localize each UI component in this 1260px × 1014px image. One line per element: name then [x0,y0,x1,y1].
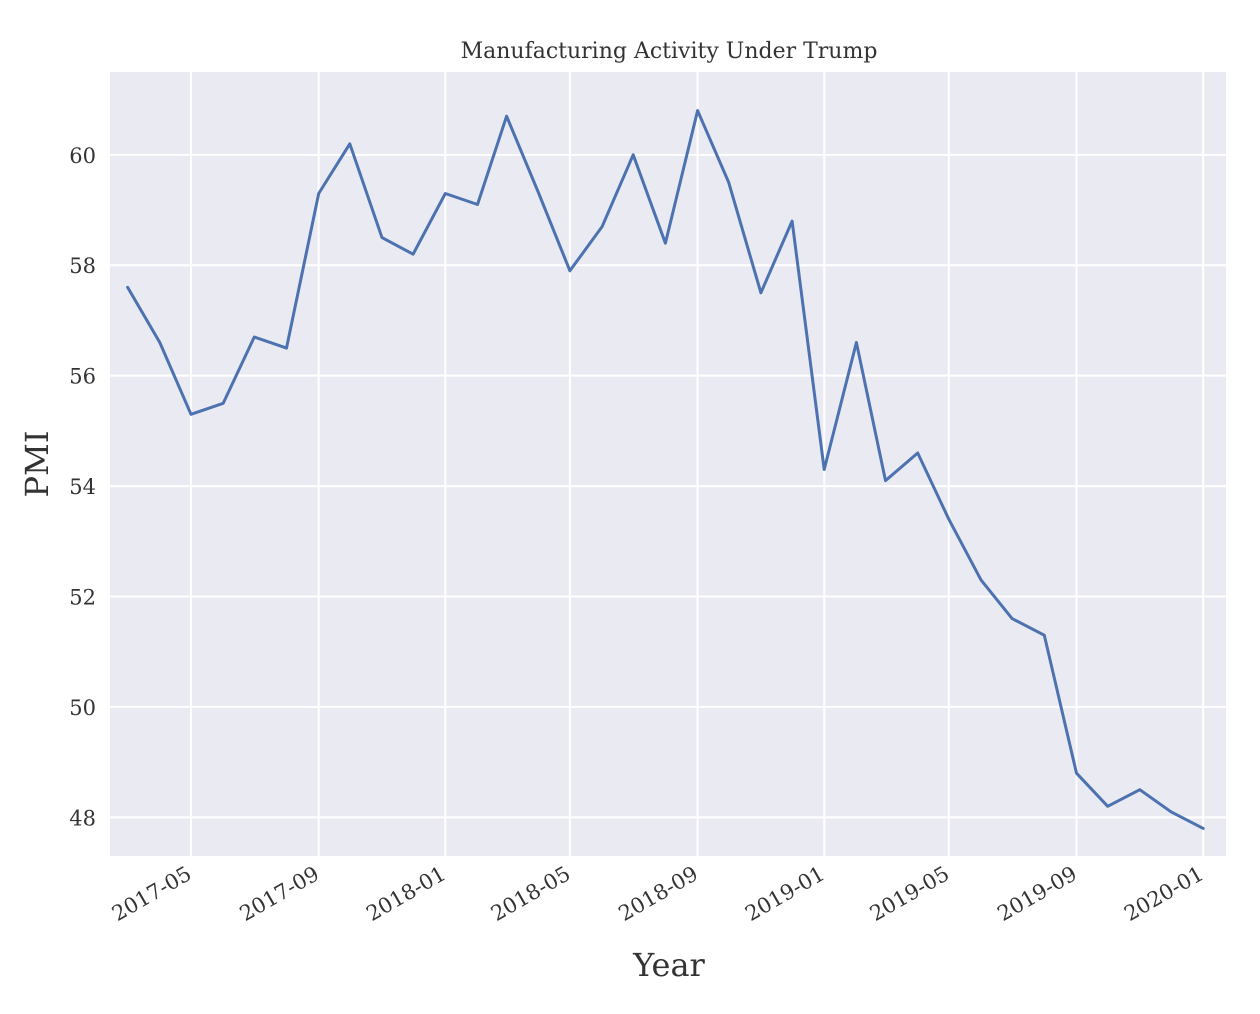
data-point [1169,810,1173,814]
series-line [126,109,1205,830]
x-tick-label: 2018-01 [362,862,450,926]
data-point [348,142,352,146]
data-point [631,153,635,157]
y-tick-label: 50 [69,696,96,720]
data-point [916,451,920,455]
data-point [1042,633,1046,637]
series-group [126,109,1205,830]
data-point [1106,804,1110,808]
data-point [158,341,162,345]
data-point [1075,771,1079,775]
data-point [822,468,826,472]
x-tick-label: 2020-01 [1120,862,1208,926]
data-point [317,191,321,195]
x-tick-label: 2018-05 [487,862,575,926]
x-axis-label: Year [632,946,705,984]
data-point [505,114,509,118]
y-tick-label: 60 [69,144,96,168]
data-point [759,291,763,295]
y-tick-label: 56 [69,365,96,389]
y-tick-label: 54 [69,475,96,499]
x-tick-label: 2017-09 [236,862,324,926]
data-point [189,412,193,416]
data-point [663,241,667,245]
data-point [537,191,541,195]
data-point [600,225,604,229]
chart-title: Manufacturing Activity Under Trump [461,39,878,64]
data-point [979,578,983,582]
data-point [947,517,951,521]
x-tick-label: 2019-05 [866,862,954,926]
data-point [380,236,384,240]
y-axis-label: PMI [18,431,56,498]
y-tick-label: 58 [69,254,96,278]
data-point [411,252,415,256]
data-point [790,219,794,223]
data-point [126,285,130,289]
data-point [1201,826,1205,830]
y-axis-ticks: 48 50 52 54 56 58 60 [69,144,96,831]
data-point [252,335,256,339]
x-axis-ticks: 2017-05 2017-09 2018-01 2018-05 2018-09 2019-… [108,862,1208,926]
data-point [1010,617,1014,621]
data-point [221,401,225,405]
x-tick-label: 2019-01 [741,862,829,926]
x-tick-label: 2017-05 [108,862,196,926]
data-point [854,341,858,345]
y-tick-label: 48 [69,806,96,830]
data-point [696,109,700,113]
x-tick-label: 2018-09 [615,862,703,926]
data-point [883,479,887,483]
data-point [727,180,731,184]
data-point [476,203,480,207]
data-point [568,269,572,273]
x-tick-label: 2019-09 [993,862,1081,926]
data-point [443,191,447,195]
y-tick-label: 52 [69,586,96,610]
data-point [284,346,288,350]
plot-area [110,72,1226,856]
data-point [1138,788,1142,792]
